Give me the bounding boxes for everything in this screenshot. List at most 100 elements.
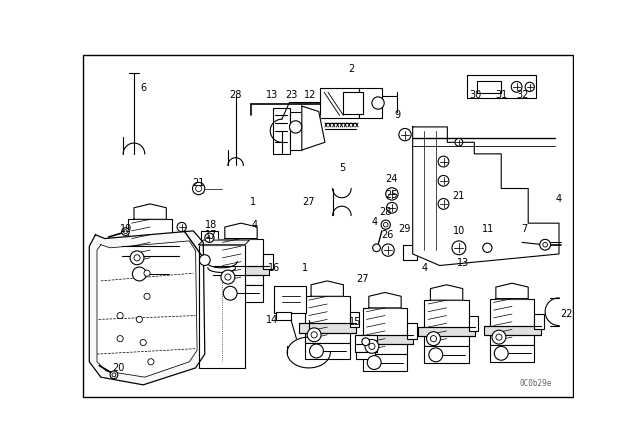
Circle shape [144,293,150,299]
Circle shape [310,344,323,358]
Circle shape [148,359,154,365]
Circle shape [452,241,466,255]
Text: 23: 23 [285,90,298,99]
Bar [122,246,179,255]
Text: 13: 13 [266,90,278,99]
Bar [128,266,172,282]
Text: 26: 26 [381,230,394,240]
Bar [198,245,245,368]
Circle shape [386,188,398,200]
Text: 5: 5 [339,163,345,173]
Text: 2: 2 [348,64,354,74]
Circle shape [455,138,463,146]
Circle shape [112,373,116,377]
Polygon shape [225,223,257,238]
Text: 27: 27 [303,197,315,207]
Circle shape [492,330,506,344]
Bar [212,266,269,275]
Circle shape [383,222,388,227]
Circle shape [177,222,186,232]
Bar [359,88,382,118]
Polygon shape [369,293,401,308]
Circle shape [427,332,440,345]
Circle shape [225,274,231,280]
Bar [363,354,407,371]
Bar [274,286,307,313]
Bar [263,254,273,269]
Circle shape [494,346,508,360]
Bar [467,75,536,99]
Bar [349,312,359,327]
Bar [219,285,263,302]
Circle shape [365,340,379,353]
Circle shape [193,182,205,195]
Text: 28: 28 [229,90,242,99]
Circle shape [372,244,380,252]
Text: 21: 21 [452,191,465,201]
Circle shape [387,202,397,213]
Text: 31: 31 [495,90,508,99]
Bar [172,235,182,250]
Circle shape [134,255,140,261]
Bar [403,245,417,260]
Bar [289,112,302,150]
Bar [477,81,501,93]
Bar [407,323,417,339]
Circle shape [362,338,369,345]
Circle shape [399,129,411,141]
Text: 25: 25 [386,190,398,200]
Circle shape [200,255,210,266]
Polygon shape [302,106,325,150]
Circle shape [496,334,502,340]
Circle shape [369,343,375,349]
Circle shape [221,270,235,284]
Circle shape [307,328,321,342]
Bar [534,314,543,329]
Circle shape [140,340,147,345]
Bar [320,88,359,118]
Bar [484,326,541,335]
Text: 18: 18 [205,220,217,230]
Circle shape [124,230,127,233]
Circle shape [117,313,123,319]
Bar [356,352,375,359]
Bar [305,296,349,343]
Text: 20: 20 [113,363,125,373]
Text: 19: 19 [120,224,132,234]
Text: 24: 24 [386,174,398,184]
Text: 7: 7 [521,224,527,234]
Text: 22: 22 [561,309,573,319]
Bar [299,323,356,332]
Bar [305,343,349,359]
Bar [469,315,478,331]
Bar [273,108,289,154]
Text: 4: 4 [421,263,428,273]
Bar [424,300,469,346]
Circle shape [438,176,449,186]
Circle shape [117,336,123,342]
Text: 9: 9 [394,110,401,121]
Polygon shape [311,281,344,296]
Text: 30: 30 [470,90,482,99]
Bar [363,308,407,354]
Circle shape [483,243,492,252]
Text: 27: 27 [356,274,369,284]
Circle shape [438,156,449,167]
Bar [128,220,172,266]
Polygon shape [198,240,250,245]
Bar [418,327,475,336]
Circle shape [110,371,118,379]
Text: 15: 15 [349,317,361,327]
Bar [490,299,534,345]
Circle shape [311,332,317,338]
Text: 29: 29 [398,224,410,234]
Polygon shape [413,127,559,266]
Polygon shape [134,204,166,220]
Text: 6: 6 [140,83,147,94]
Text: 0C0b29e: 0C0b29e [520,379,552,388]
Circle shape [223,286,237,300]
Text: 13: 13 [456,258,469,268]
Circle shape [431,336,436,342]
Circle shape [367,356,381,370]
Text: 12: 12 [304,90,316,99]
